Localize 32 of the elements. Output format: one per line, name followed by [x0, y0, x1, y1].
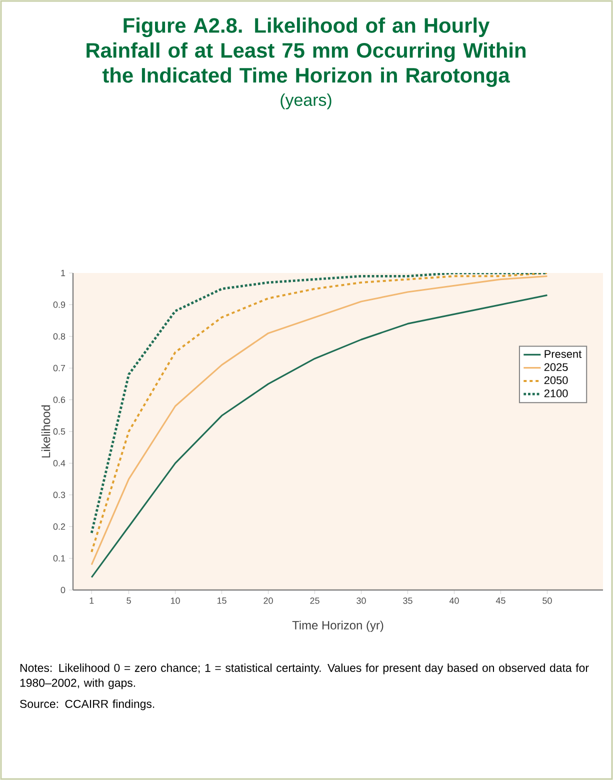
y-tick-label: 0.8 [53, 333, 66, 340]
x-tick-label: 1 [90, 598, 94, 604]
x-tick-label: 10 [170, 598, 180, 604]
y-tick-label: 0.9 [53, 302, 66, 308]
y-tick-label: 0.4 [53, 460, 66, 466]
y-tick-label: 0.7 [53, 364, 66, 372]
x-tick-label: 40 [449, 598, 459, 604]
chart-title: Figure A2.8. Likelihood of an Hourly Rainfall of at Least 75 mm Occurring Within the Indicated Time Horizon in Rarotonga [86, 18, 526, 87]
x-tick-label: 20 [264, 598, 273, 604]
text: Notes: Likelihood 0 = zero chance; 1 = statistical certainty. Values for present day based on observed data for 1980–2002, with gaps. [20, 664, 589, 690]
x-tick-label: 30 [356, 598, 366, 604]
y-axis-title: Likelihood [41, 405, 50, 458]
legend-label: 2100 [544, 390, 568, 398]
x-tick-label: 15 [217, 598, 226, 604]
chart-subtitle: (years) [280, 94, 332, 110]
y-tick-label: 0 [60, 586, 66, 594]
x-tick-label: 25 [310, 598, 320, 604]
x-tick-label: 50 [542, 598, 552, 604]
source-note: Source: CCAIRR findings. [20, 700, 154, 710]
y-tick-label: 0.5 [53, 428, 66, 435]
x-tick-label: 45 [496, 598, 506, 604]
legend-label: 2025 [544, 363, 568, 371]
legend-label: 2050 [544, 376, 568, 384]
x-axis-title: Time Horizon (yr) [292, 620, 384, 632]
y-tick-label: 0.6 [53, 396, 66, 403]
y-tick-label: 0.1 [53, 555, 66, 562]
legend-label: Present [544, 350, 582, 358]
y-tick-label: 0.3 [53, 492, 66, 498]
y-tick-label: 0.2 [53, 523, 66, 530]
x-tick-label: 5 [126, 598, 131, 604]
y-tick-label: 1 [61, 270, 66, 276]
x-tick-label: 35 [403, 598, 412, 604]
